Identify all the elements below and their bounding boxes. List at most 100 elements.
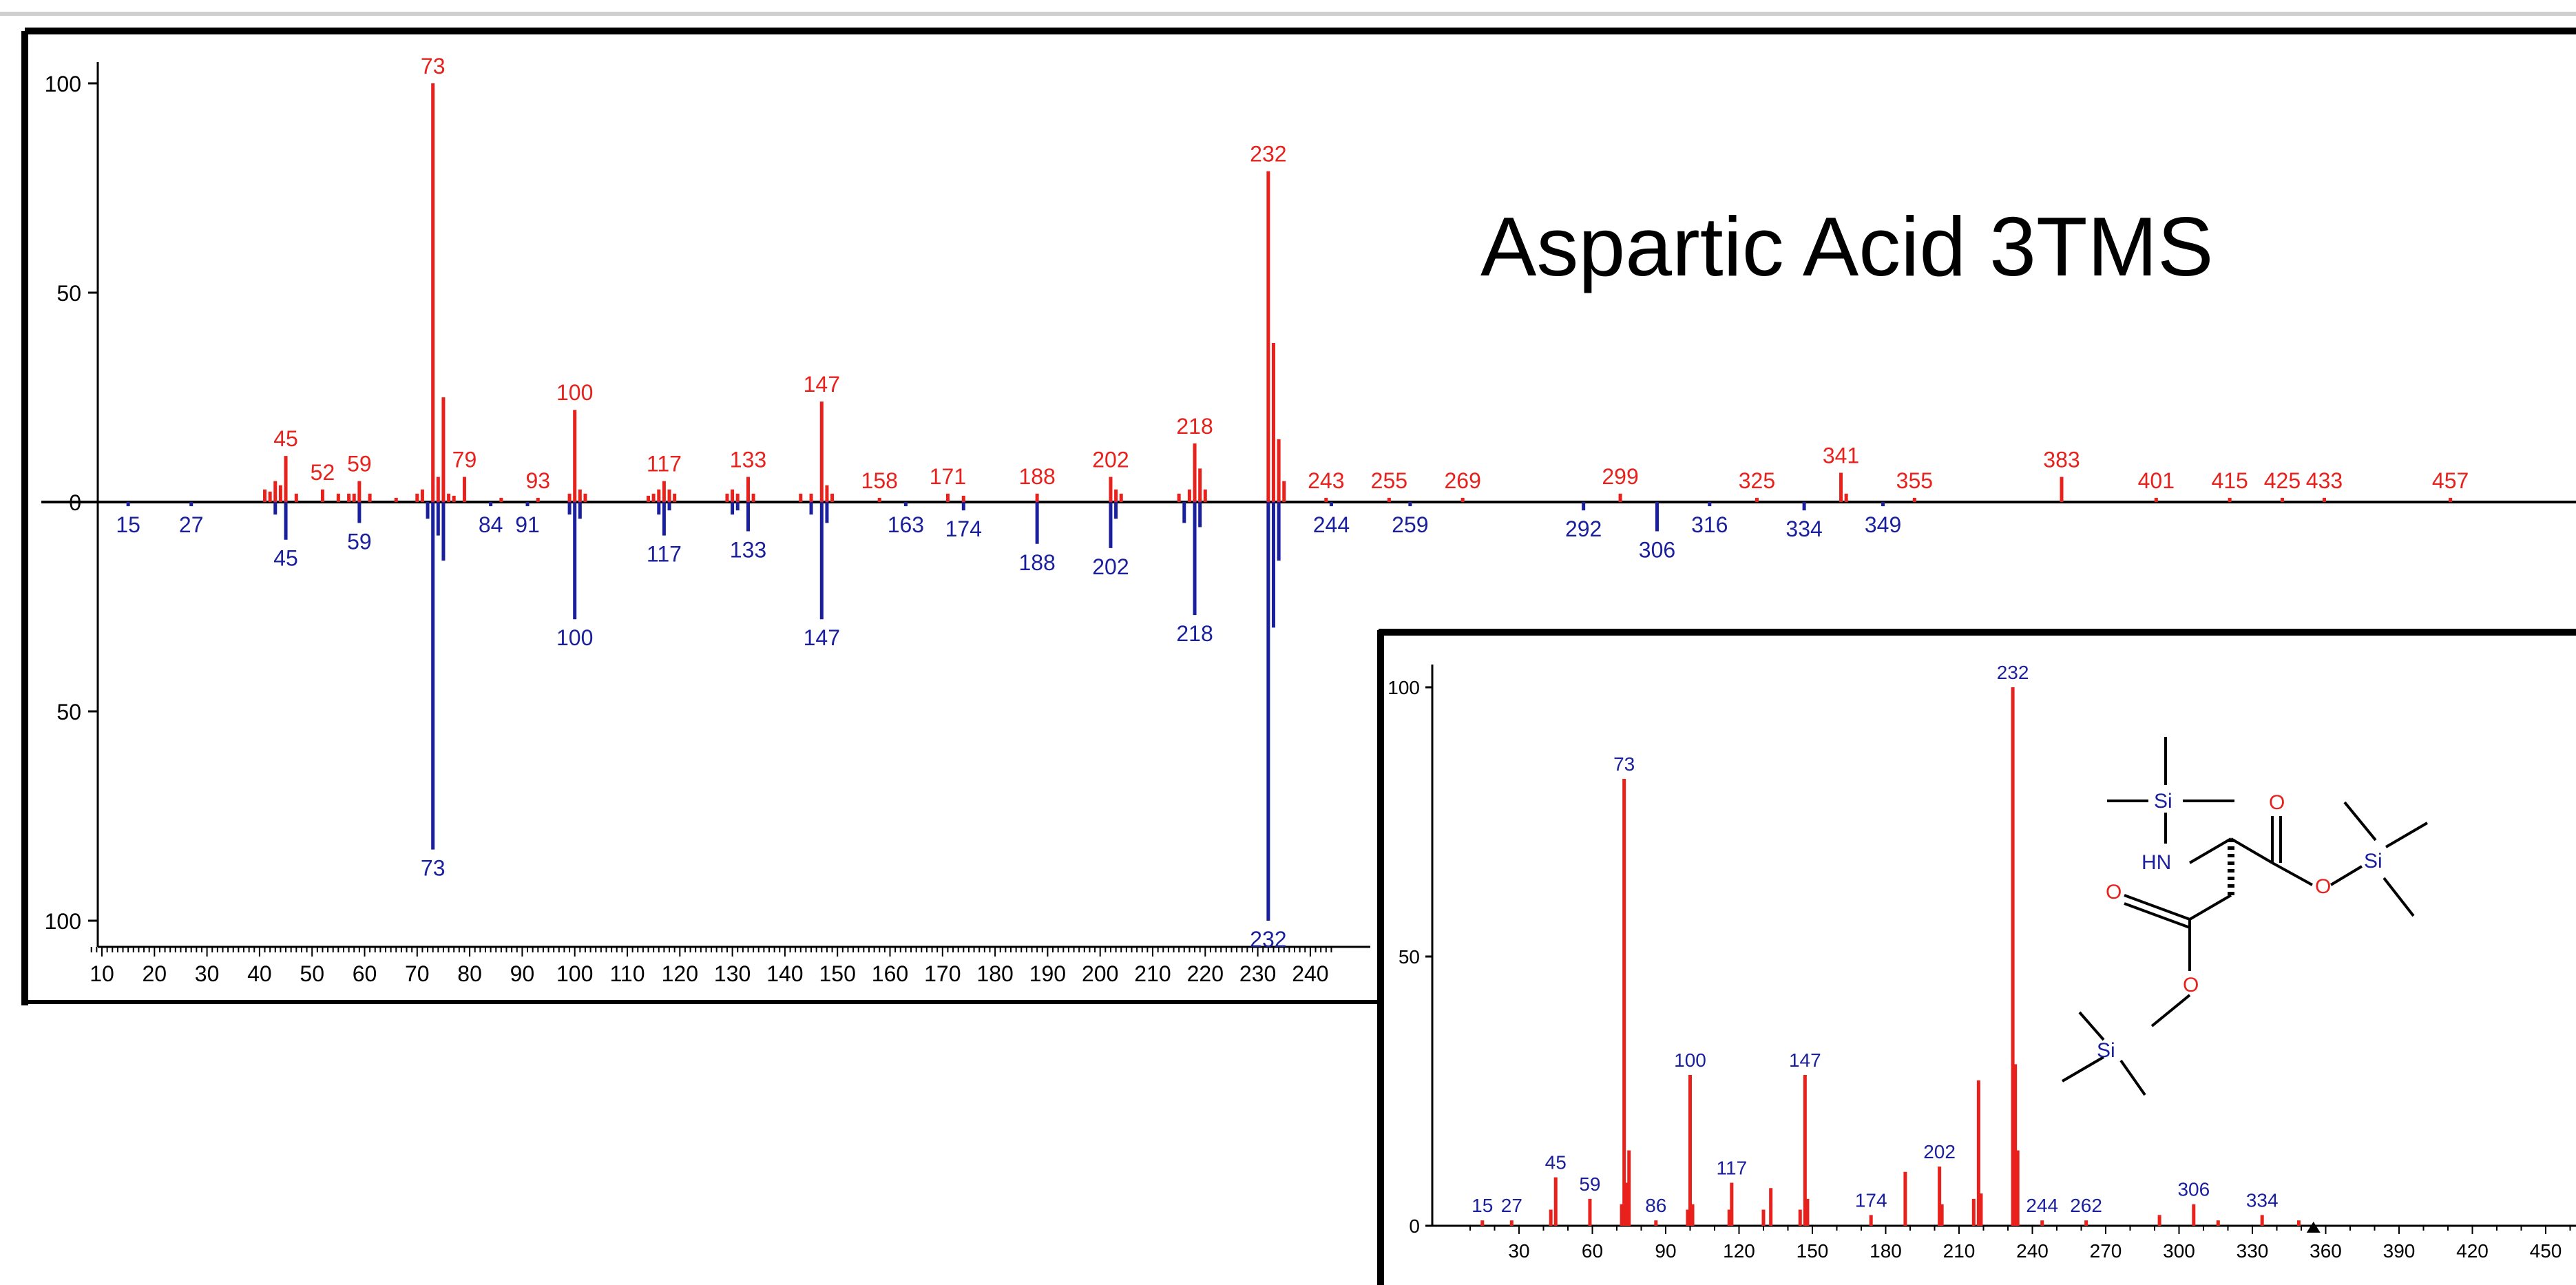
x-tick-label: 150 <box>819 961 856 986</box>
inset-x-tick-label: 390 <box>2383 1240 2416 1262</box>
inset-peak-label: 334 <box>2246 1189 2279 1211</box>
peak-label: 171 <box>930 464 966 489</box>
inset-peak-label: 86 <box>1645 1195 1666 1216</box>
inset-peak-label: 262 <box>2070 1195 2102 1216</box>
inset-y-tick-label: 50 <box>1399 946 1420 968</box>
main-peak-labels: 45 52 59 73 79 93 100 117 133 147 158 171 188 202 218 2… <box>116 54 2469 952</box>
peak-label: 147 <box>804 372 840 397</box>
precursor-marker-icon <box>2306 1222 2321 1233</box>
mirror-spectrum-chart: 100 50 0 50 100 10 20 30 40 50 60 70 80 90 100 110 120 13… <box>21 28 2576 1005</box>
peak-label: 73 <box>421 54 446 79</box>
bond <box>2150 994 2191 1027</box>
peak-label: 355 <box>1896 468 1933 493</box>
bond <box>2383 877 2415 917</box>
bond <box>2272 861 2313 886</box>
peak-label: 163 <box>888 512 924 537</box>
inset-peak-label: 147 <box>1789 1049 1821 1071</box>
x-tick-label: 140 <box>766 961 803 986</box>
x-tick-label: 40 <box>247 961 272 986</box>
peak-label: 401 <box>2138 468 2175 493</box>
peak-label: 73 <box>421 856 446 881</box>
bond <box>2124 902 2190 929</box>
x-tick-label: 220 <box>1187 961 1224 986</box>
inset-y-tick-label: 100 <box>1388 677 1420 698</box>
peak-label: 93 <box>525 468 550 493</box>
peak-label: 269 <box>1444 468 1480 493</box>
peak-label: 45 <box>273 546 298 571</box>
x-tick-label: 210 <box>1134 961 1171 986</box>
peak-label: 117 <box>647 542 682 567</box>
x-tick-label: 20 <box>143 961 167 986</box>
inset-x-tick-label: 90 <box>1655 1240 1676 1262</box>
peak-label: 232 <box>1250 927 1286 952</box>
peak-label: 133 <box>730 448 766 472</box>
peak-label: 218 <box>1176 414 1213 439</box>
compound-annotation: Aspartic Acid 3TMS <box>1480 200 2213 293</box>
oxygen-atom-ester: O <box>2315 875 2331 898</box>
peak-label: 15 <box>116 512 140 537</box>
peak-label: 52 <box>311 460 335 485</box>
main-peaks <box>126 83 2453 921</box>
inset-x-tick-label: 210 <box>1943 1240 1976 1262</box>
y-tick-label: 100 <box>45 72 81 96</box>
peak-label: 84 <box>479 512 503 537</box>
inset-x-tick-label: 180 <box>1870 1240 1902 1262</box>
peak-label: 79 <box>452 448 477 472</box>
oxygen-atom-lower-carbonyl: O <box>2106 881 2122 903</box>
peak-label: 59 <box>347 452 372 477</box>
x-tick-label: 90 <box>510 961 535 986</box>
inset-peak-label: 100 <box>1674 1049 1706 1071</box>
bond <box>2329 865 2363 886</box>
peak-label: 91 <box>515 512 540 537</box>
peak-label: 306 <box>1639 538 1675 563</box>
bond <box>2188 894 2232 921</box>
peak-label: 59 <box>347 529 372 554</box>
y-tick-label: 100 <box>45 909 81 934</box>
si-atom-bottom: Si <box>2097 1039 2115 1062</box>
peak-label: 100 <box>556 380 593 405</box>
x-tick-label: 60 <box>353 961 377 986</box>
nitrogen-atom: HN <box>2142 851 2171 874</box>
y-tick-label: 50 <box>56 700 81 724</box>
peak-label: 100 <box>556 625 593 650</box>
peak-label: 174 <box>945 516 982 541</box>
bond <box>2061 1056 2105 1083</box>
bond <box>2124 894 2190 921</box>
x-tick-label: 190 <box>1029 961 1066 986</box>
inset-peak-label: 244 <box>2026 1195 2058 1216</box>
x-tick-label: 10 <box>90 961 114 986</box>
bond <box>2385 822 2429 848</box>
bond <box>2078 1011 2105 1041</box>
inset-peak-label: 59 <box>1579 1173 1600 1195</box>
peak-label: 133 <box>730 538 766 563</box>
peak-label: 232 <box>1250 142 1286 167</box>
x-tick-label: 200 <box>1082 961 1118 986</box>
peak-label: 299 <box>1602 464 1638 489</box>
inset-peak-label: 232 <box>1997 662 2029 683</box>
oxygen-atom-carbonyl: O <box>2269 791 2285 814</box>
si-atom-top: Si <box>2154 790 2172 813</box>
bond <box>2343 801 2377 842</box>
peak-label: 415 <box>2211 468 2248 493</box>
inset-x-tick-label: 120 <box>1723 1240 1755 1262</box>
x-tick-label: 160 <box>872 961 908 986</box>
inset-peak-label: 306 <box>2177 1179 2210 1200</box>
x-tick-label: 100 <box>556 961 593 986</box>
y-tick-label: 50 <box>56 281 81 306</box>
peak-label: 188 <box>1018 464 1055 489</box>
oxygen-atom-lower-ester: O <box>2183 974 2199 996</box>
peak-label: 202 <box>1092 448 1129 472</box>
main-axes: 100 50 0 50 100 10 20 30 40 50 60 70 80 90 100 110 120 13… <box>41 62 2576 986</box>
x-tick-label: 240 <box>1292 961 1328 986</box>
bond <box>2119 1059 2146 1096</box>
peak-label: 349 <box>1865 512 1901 537</box>
peak-label: 259 <box>1392 512 1428 537</box>
bond <box>2230 837 2274 864</box>
peak-label: 433 <box>2306 468 2343 493</box>
peak-label: 188 <box>1018 550 1055 575</box>
peak-label: 255 <box>1371 468 1407 493</box>
inset-x-tick-label: 330 <box>2237 1240 2269 1262</box>
x-tick-label: 110 <box>609 961 645 986</box>
peak-label: 218 <box>1176 621 1213 646</box>
